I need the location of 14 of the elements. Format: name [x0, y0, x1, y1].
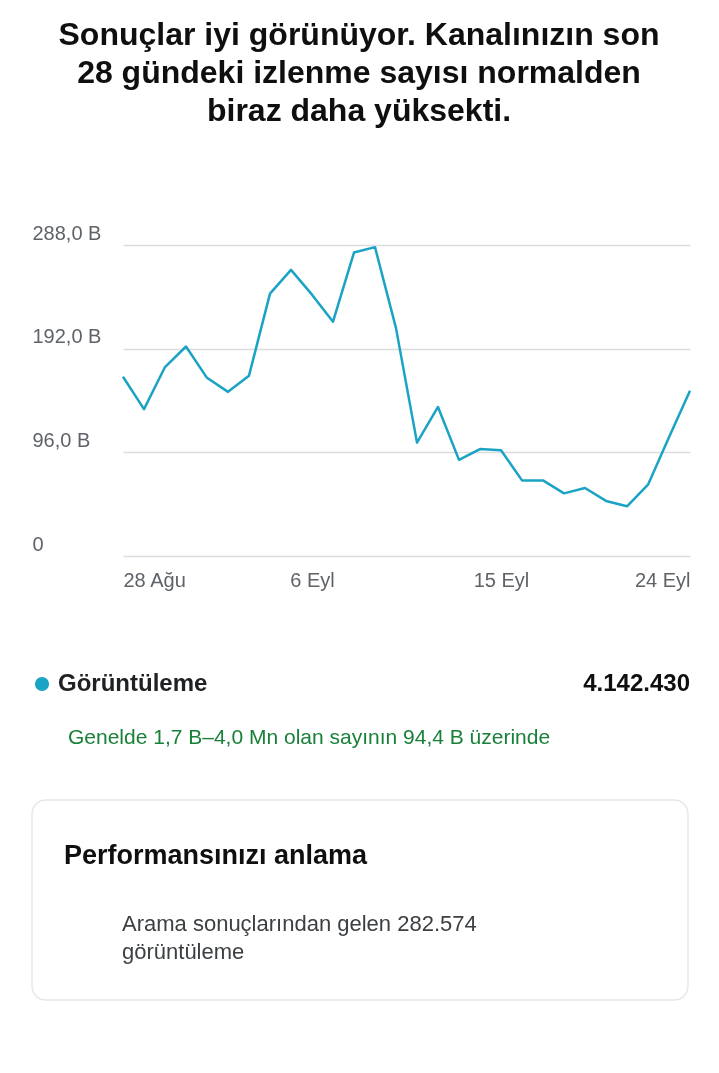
text: Arama sonuçlarından gelen 282.574 görüntüleme [122, 911, 477, 964]
y-tick-label: 192,0 B [32, 325, 102, 348]
y-tick-label: 0 [32, 532, 44, 555]
legend-label: Görüntüleme [58, 669, 208, 696]
x-tick-label: 6 Eyl [290, 568, 335, 591]
y-tick-label: 96,0 B [32, 428, 91, 451]
x-tick-label: 15 Eyl [473, 568, 530, 591]
x-tick-label: 24 Eyl [634, 568, 691, 591]
text: Genelde 1,7 B–4,0 Mn olan sayının 94,4 B üzerinde [68, 725, 551, 748]
y-tick-label: 288,0 B [32, 221, 102, 244]
text: 4.142.430 [583, 669, 690, 696]
text: Performansınızı anlama [64, 840, 369, 870]
x-tick-label: 28 Ağu [123, 568, 186, 591]
chart-title: Sonuçlar iyi görünüyor. Kanalınızın son 28 gündeki izlenme sayısı normalden biraz daha yüksekti. [58, 16, 660, 128]
